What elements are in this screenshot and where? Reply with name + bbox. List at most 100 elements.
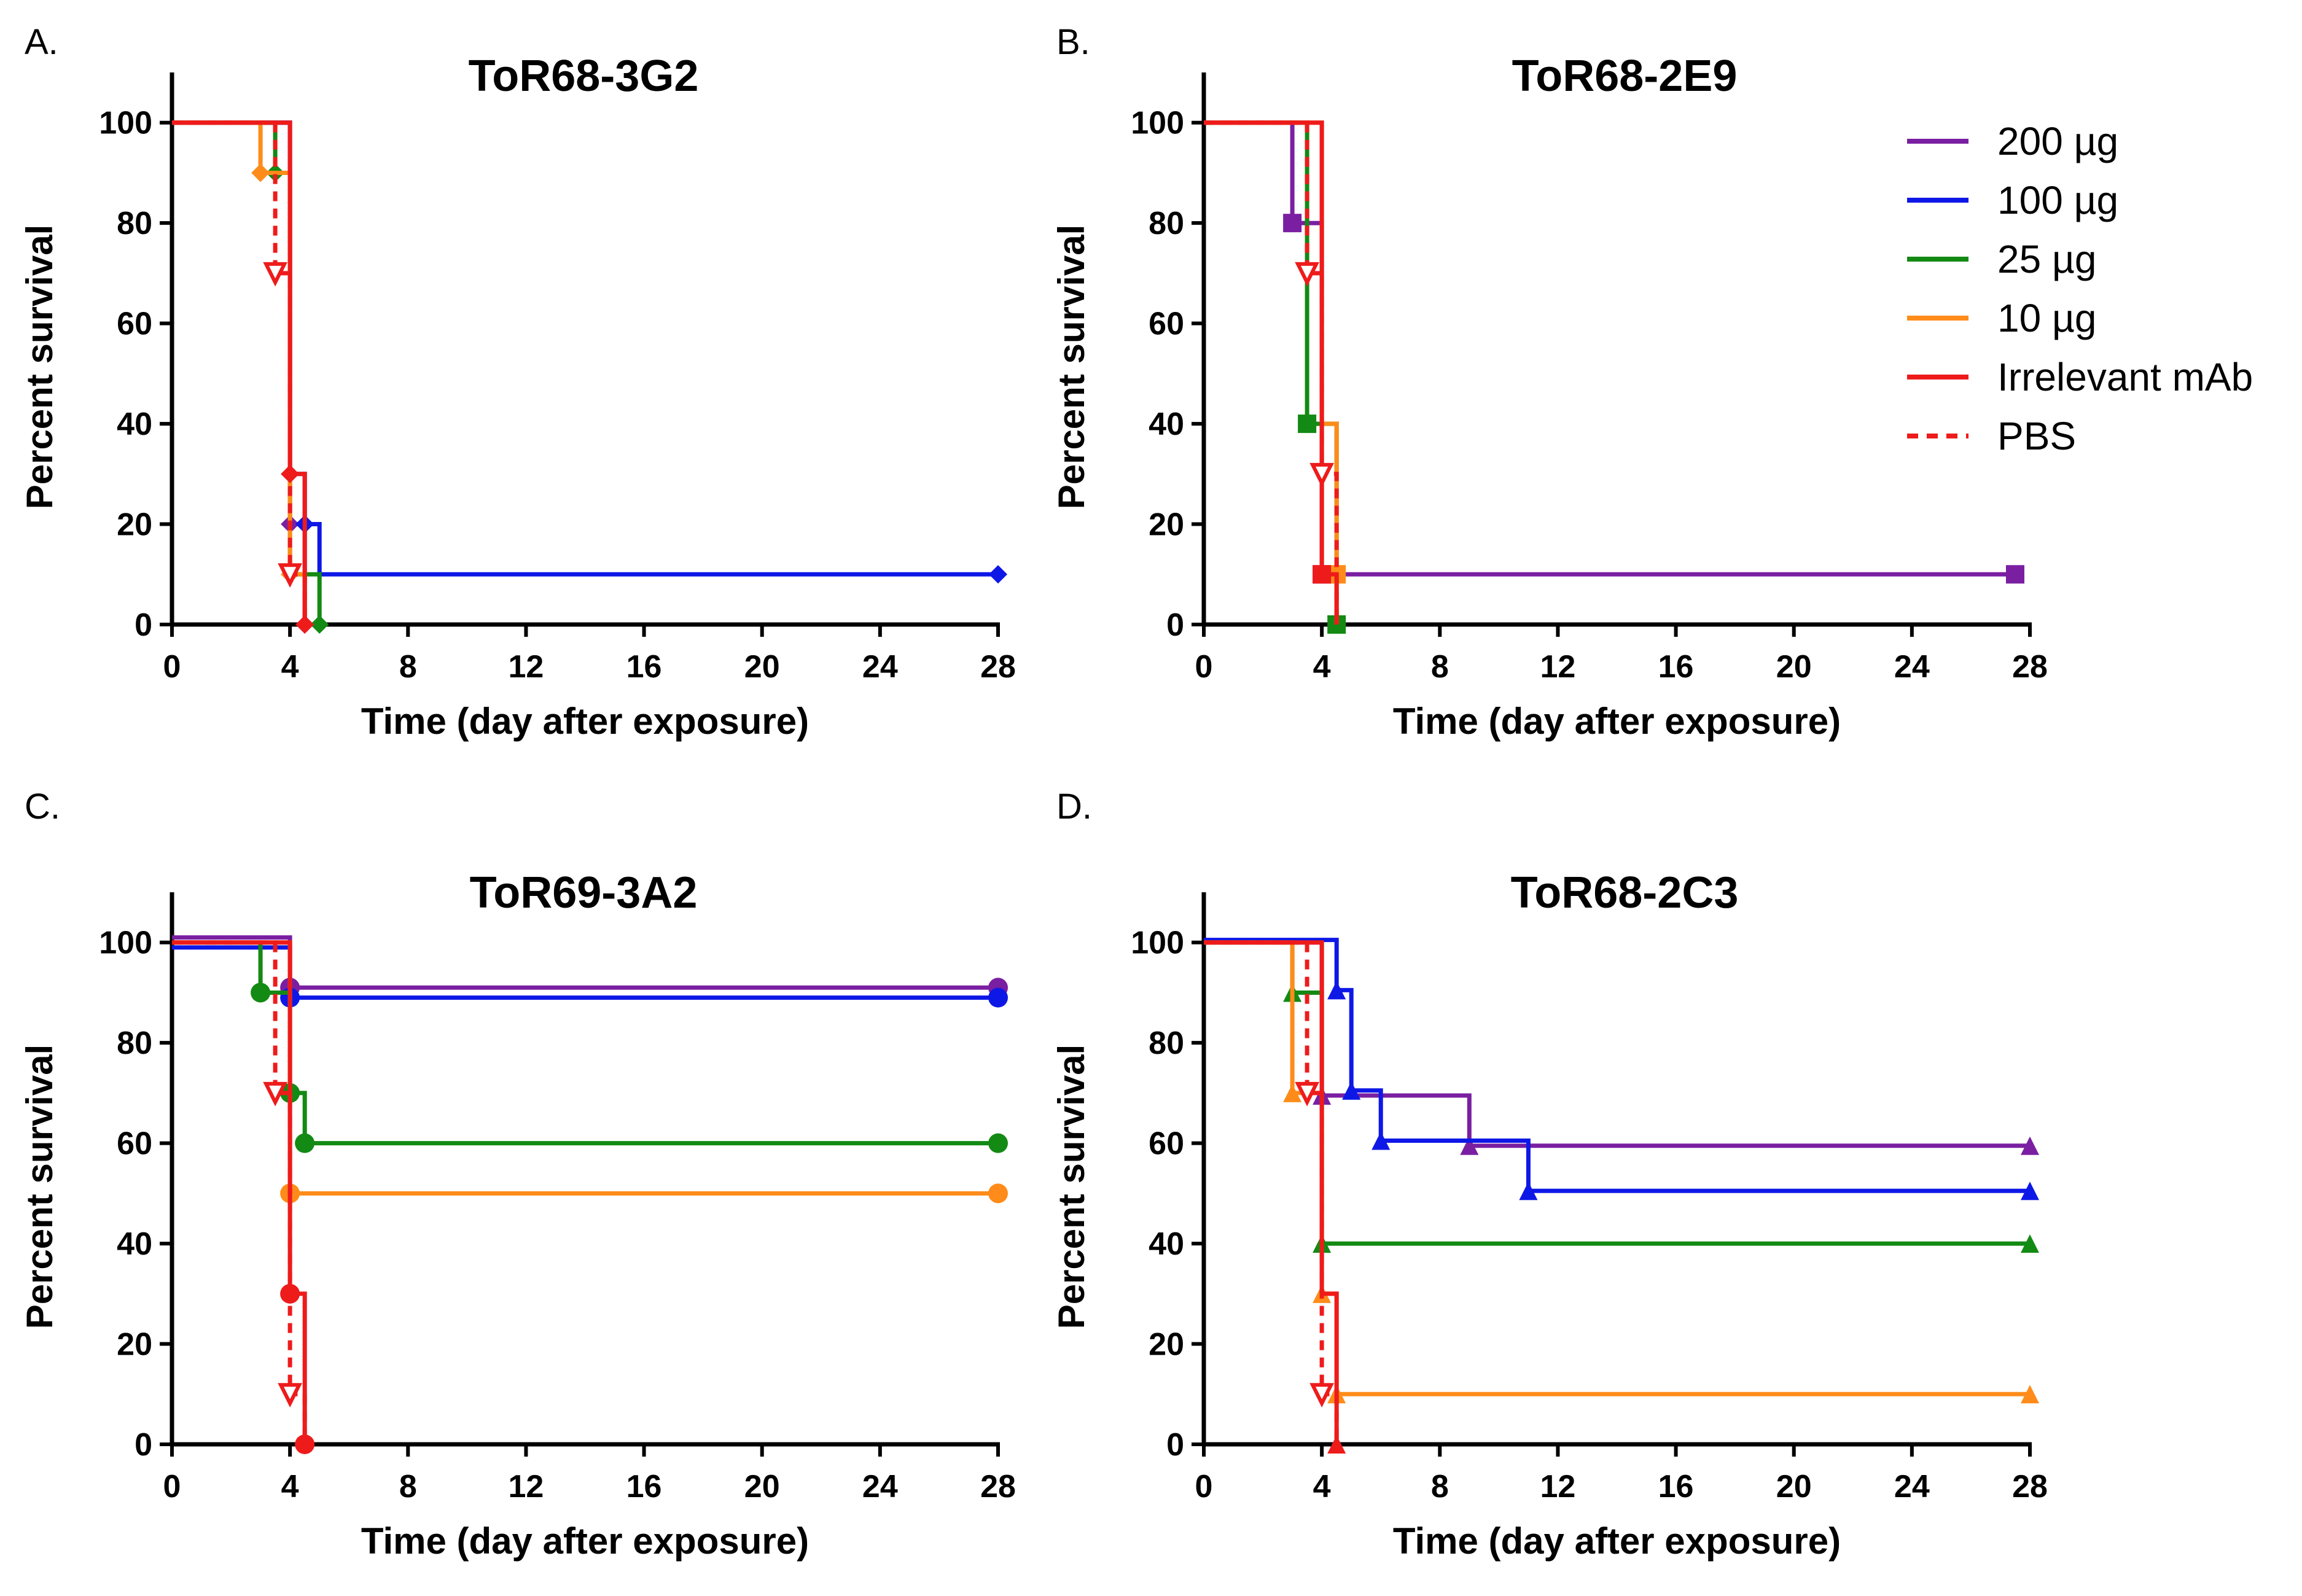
y-tick-label: 80 bbox=[1149, 206, 1184, 241]
data-point-25 bbox=[251, 983, 271, 1003]
x-tick-label: 28 bbox=[980, 649, 1016, 685]
legend-label: PBS bbox=[1997, 414, 2076, 458]
data-point-25 bbox=[310, 615, 329, 634]
panel-letter: B. bbox=[1056, 22, 1090, 62]
data-point-200 bbox=[1283, 214, 1302, 233]
data-point-25 bbox=[295, 1133, 315, 1153]
x-tick-label: 28 bbox=[2012, 1469, 2048, 1505]
y-tick-label: 0 bbox=[135, 1427, 152, 1463]
series-line-pbs bbox=[1204, 940, 1339, 1444]
series-line-100 bbox=[172, 120, 998, 577]
x-tick-label: 24 bbox=[1894, 649, 1930, 685]
data-point-100 bbox=[1342, 1081, 1361, 1100]
x-tick-label: 28 bbox=[980, 1469, 1016, 1505]
data-point-100 bbox=[2021, 1181, 2039, 1201]
series-line-25 bbox=[1204, 120, 1339, 625]
series-line-25 bbox=[172, 940, 998, 1146]
chart-title: ToR69-3A2 bbox=[470, 868, 698, 917]
series-line-10 bbox=[172, 120, 307, 625]
y-tick-label: 20 bbox=[1149, 507, 1184, 543]
x-tick-label: 12 bbox=[509, 1469, 544, 1505]
data-point-10 bbox=[2021, 1385, 2039, 1404]
y-tick-label: 40 bbox=[1149, 1226, 1184, 1262]
y-tick-label: 80 bbox=[117, 1026, 152, 1061]
legend: 200 µg 100 µg 25 µg 10 µg Irrelevant mAb PBS bbox=[1907, 119, 2253, 458]
x-tick-label: 4 bbox=[1313, 1469, 1331, 1505]
y-tick-label: 20 bbox=[117, 507, 152, 543]
data-point-irr bbox=[1313, 565, 1332, 584]
x-tick-label: 0 bbox=[163, 1469, 181, 1505]
y-tick-label: 0 bbox=[1166, 607, 1184, 643]
series-line-10 bbox=[1204, 120, 1339, 625]
y-tick-label: 40 bbox=[1149, 407, 1184, 442]
y-tick-label: 0 bbox=[135, 607, 152, 643]
series-line-200 bbox=[1204, 120, 2015, 577]
y-tick-label: 80 bbox=[1149, 1026, 1184, 1061]
data-point-10 bbox=[251, 163, 270, 182]
series-line-25 bbox=[172, 120, 322, 625]
x-axis-title: Time (day after exposure) bbox=[361, 701, 809, 742]
data-point-irr bbox=[295, 1434, 315, 1454]
x-tick-label: 4 bbox=[1313, 649, 1331, 685]
y-tick-label: 60 bbox=[1149, 1126, 1184, 1162]
series-line-pbs bbox=[172, 940, 307, 1444]
x-tick-label: 20 bbox=[1776, 649, 1812, 685]
chart-panel-4: D. ToR68-2C3 0 20 40 60 80 100 0 4 8 12 16 20 24 28 Time… bbox=[1051, 787, 2048, 1562]
chart-panel-2: B. ToR68-2E9 0 20 40 60 80 100 0 4 8 12 16 20 24 28 Time… bbox=[1051, 22, 2048, 742]
y-tick-label: 20 bbox=[1149, 1327, 1184, 1363]
legend-item-200: 200 µg bbox=[1907, 119, 2118, 163]
data-point-10 bbox=[1283, 1083, 1302, 1102]
x-tick-label: 4 bbox=[281, 1469, 299, 1505]
series-line-pbs bbox=[172, 120, 307, 625]
data-point-100 bbox=[989, 565, 1007, 584]
x-tick-label: 20 bbox=[744, 649, 780, 685]
y-axis-title: Percent survival bbox=[19, 225, 60, 510]
chart-title: ToR68-2E9 bbox=[1512, 52, 1738, 101]
y-tick-label: 100 bbox=[1131, 925, 1184, 961]
series-line-irr bbox=[1204, 120, 1339, 625]
y-axis-title: Percent survival bbox=[1051, 225, 1092, 510]
chart-title: ToR68-2C3 bbox=[1511, 868, 1739, 917]
data-point-100 bbox=[1371, 1131, 1391, 1150]
panel-letter: A. bbox=[25, 22, 58, 62]
series-line-200 bbox=[1204, 940, 2030, 1148]
x-tick-label: 28 bbox=[2012, 649, 2048, 685]
data-point-200 bbox=[2005, 565, 2024, 584]
x-tick-label: 8 bbox=[399, 1469, 417, 1505]
x-tick-label: 16 bbox=[1658, 1469, 1694, 1505]
series-line-10 bbox=[1204, 940, 2030, 1396]
y-tick-label: 100 bbox=[99, 925, 152, 961]
series-line-200 bbox=[172, 120, 307, 625]
x-tick-label: 0 bbox=[163, 649, 181, 685]
x-tick-label: 0 bbox=[1195, 1469, 1213, 1505]
x-tick-label: 12 bbox=[1540, 1469, 1576, 1505]
legend-item-irr: Irrelevant mAb bbox=[1907, 355, 2253, 399]
y-tick-label: 40 bbox=[117, 1226, 152, 1262]
x-tick-label: 4 bbox=[281, 649, 299, 685]
y-axis-title: Percent survival bbox=[19, 1045, 60, 1329]
x-tick-label: 16 bbox=[626, 649, 662, 685]
x-tick-label: 24 bbox=[1894, 1469, 1930, 1505]
legend-label: 25 µg bbox=[1997, 237, 2096, 281]
y-axis-title: Percent survival bbox=[1051, 1045, 1092, 1329]
x-tick-label: 12 bbox=[1540, 649, 1576, 685]
y-tick-label: 80 bbox=[117, 206, 152, 241]
data-point-100 bbox=[1327, 981, 1346, 1000]
legend-item-10: 10 µg bbox=[1907, 296, 2096, 340]
x-tick-label: 16 bbox=[626, 1469, 662, 1505]
y-tick-label: 100 bbox=[1131, 106, 1184, 141]
legend-label: 10 µg bbox=[1997, 296, 2096, 340]
y-tick-label: 60 bbox=[117, 1126, 152, 1162]
data-point-200 bbox=[2021, 1136, 2039, 1155]
data-point-100 bbox=[1519, 1181, 1538, 1201]
x-tick-label: 8 bbox=[1431, 649, 1449, 685]
series-line-irr bbox=[172, 120, 307, 625]
data-point-25 bbox=[2021, 1234, 2039, 1253]
series-line-100 bbox=[1204, 938, 2030, 1193]
panel-letter: D. bbox=[1056, 787, 1092, 827]
data-point-pbs bbox=[1295, 1081, 1319, 1107]
legend-label: Irrelevant mAb bbox=[1997, 355, 2253, 399]
y-tick-label: 40 bbox=[117, 407, 152, 442]
data-point-25 bbox=[988, 1133, 1008, 1153]
